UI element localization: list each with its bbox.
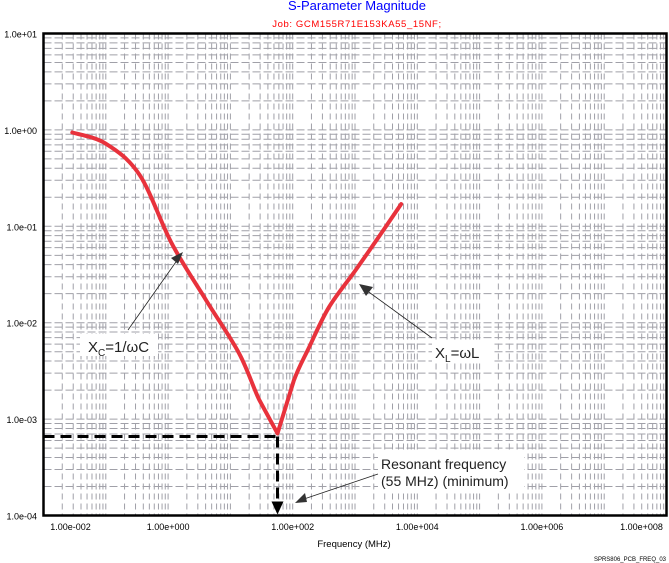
x-tick-label: 1.00e+008 bbox=[620, 522, 663, 532]
x-tick-label: 1.00e+002 bbox=[271, 522, 314, 532]
resonance-markers bbox=[43, 434, 284, 515]
svg-text:XL=ωL: XL=ωL bbox=[435, 345, 479, 365]
chart-title: S-Parameter Magnitude bbox=[288, 0, 426, 13]
svg-text:Resonant frequency: Resonant frequency bbox=[381, 456, 506, 472]
down-arrow-icon bbox=[271, 501, 284, 515]
arrowhead-icon bbox=[295, 493, 307, 503]
x-axis-label: Frequency (MHz) bbox=[317, 539, 390, 550]
y-tick-label: 1.0e-01 bbox=[6, 222, 37, 232]
x-tick-label: 1.00e+000 bbox=[147, 522, 190, 532]
series-line bbox=[70, 130, 404, 436]
y-tick-label: 1.0e+00 bbox=[4, 126, 37, 136]
y-tick-label: 1.0e-02 bbox=[6, 319, 37, 329]
x-tick-label: 1.00e+006 bbox=[521, 522, 564, 532]
resonant-annotation: Resonant frequency (55 MHz) (minimum) bbox=[295, 452, 524, 503]
x-tick-label: 1.00e-002 bbox=[50, 522, 91, 532]
svg-text:(55 MHz) (minimum): (55 MHz) (minimum) bbox=[381, 473, 509, 489]
plot-frame bbox=[42, 32, 668, 517]
x-tick-label: 1.00e+004 bbox=[396, 522, 439, 532]
arrowhead-icon bbox=[171, 252, 183, 264]
y-tick-label: 1.0e+01 bbox=[4, 30, 37, 40]
y-tick-label: 1.0e-03 bbox=[6, 415, 37, 425]
x-axis-ticks: 1.00e-002 1.00e+000 1.00e+002 1.00e+004 1.00… bbox=[50, 522, 663, 532]
chart-subtitle: Job: GCM155R71E153KA55_15NF; bbox=[272, 19, 441, 30]
arrowhead-icon bbox=[359, 284, 373, 296]
svg-text:XC=1/ωC: XC=1/ωC bbox=[88, 339, 149, 359]
figure-code: SPRS806_PCB_FREQ_03 bbox=[594, 557, 667, 563]
y-tick-label: 1.0e-04 bbox=[6, 512, 37, 522]
y-axis-ticks: 1.0e+01 1.0e+00 1.0e-01 1.0e-02 1.0e-03 1.0e-… bbox=[4, 30, 37, 522]
xl-annotation: XL=ωL bbox=[359, 284, 492, 365]
xc-annotation: XC=1/ωC bbox=[80, 252, 183, 359]
grid bbox=[43, 33, 667, 516]
